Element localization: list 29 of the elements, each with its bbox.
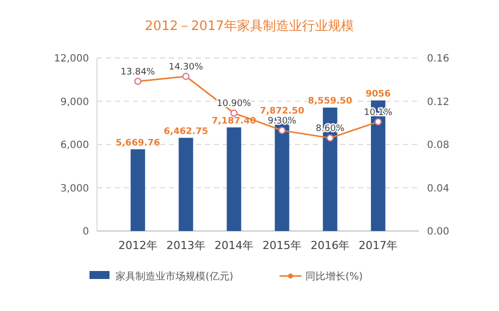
data-label: 13.84% [120, 67, 156, 78]
y2-tick-label: 0.16 [427, 54, 450, 64]
x-tick-label: 2016年 [310, 239, 350, 252]
x-tick-label: 2012年 [118, 239, 158, 252]
y-tick-label: 12,000 [54, 54, 89, 64]
x-tick-label: 2014年 [214, 239, 254, 252]
legend-label: 同比增长(%) [306, 270, 363, 282]
data-label: 8,559.50 [308, 96, 352, 107]
y2-tick-label: 0.00 [427, 226, 450, 238]
y2-tick-label: 0.04 [427, 183, 450, 194]
data-label: 9056 [366, 89, 391, 100]
x-tick-label: 2015年 [262, 239, 302, 252]
y-tick-label: 3,000 [60, 183, 89, 194]
bar [226, 127, 242, 231]
chart-title: 2012－2017年家具制造业行业规模 [144, 18, 354, 34]
x-tick-label: 2013年 [166, 239, 206, 252]
data-label: 6,462.75 [164, 126, 208, 137]
y-tick-label: 9,000 [60, 96, 89, 108]
legend-label: 家具制造业市场规模(亿元) [116, 270, 234, 282]
y-tick-label: 0 [82, 226, 89, 238]
data-label: 5,669.76 [116, 138, 160, 148]
bar [178, 138, 194, 231]
bar [130, 149, 146, 231]
y2-tick-label: 0.12 [427, 96, 450, 108]
x-tick-label: 2017年 [358, 239, 398, 252]
data-label: 14.30% [168, 62, 204, 72]
y-tick-label: 6,000 [60, 140, 89, 151]
y2-tick-label: 0.08 [427, 140, 450, 151]
data-label: 7,872.50 [260, 106, 304, 117]
